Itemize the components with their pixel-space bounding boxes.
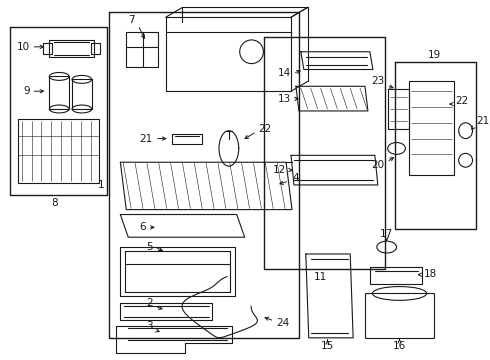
Text: 12: 12	[273, 165, 286, 175]
Text: 3: 3	[147, 321, 153, 331]
Text: 23: 23	[371, 76, 385, 86]
Text: 5: 5	[147, 242, 153, 252]
Text: 2: 2	[147, 298, 153, 308]
Text: 10: 10	[17, 42, 29, 52]
Text: 7: 7	[128, 15, 135, 25]
Text: 4: 4	[292, 173, 298, 183]
Text: 11: 11	[314, 272, 327, 282]
Text: 21: 21	[476, 116, 490, 126]
Text: 18: 18	[424, 269, 438, 279]
Text: 8: 8	[51, 198, 57, 208]
Text: 19: 19	[427, 50, 441, 60]
Text: 20: 20	[371, 160, 385, 170]
Text: 17: 17	[380, 229, 393, 239]
Text: 9: 9	[23, 86, 29, 96]
Text: 22: 22	[258, 124, 271, 134]
Text: 24: 24	[276, 318, 290, 328]
Text: 15: 15	[321, 341, 334, 351]
Text: 16: 16	[393, 341, 406, 351]
Text: 1: 1	[98, 180, 105, 190]
Text: 6: 6	[139, 222, 146, 232]
Text: 22: 22	[456, 96, 469, 106]
Text: 14: 14	[278, 68, 291, 78]
Text: 21: 21	[140, 134, 153, 144]
Text: 13: 13	[278, 94, 291, 104]
